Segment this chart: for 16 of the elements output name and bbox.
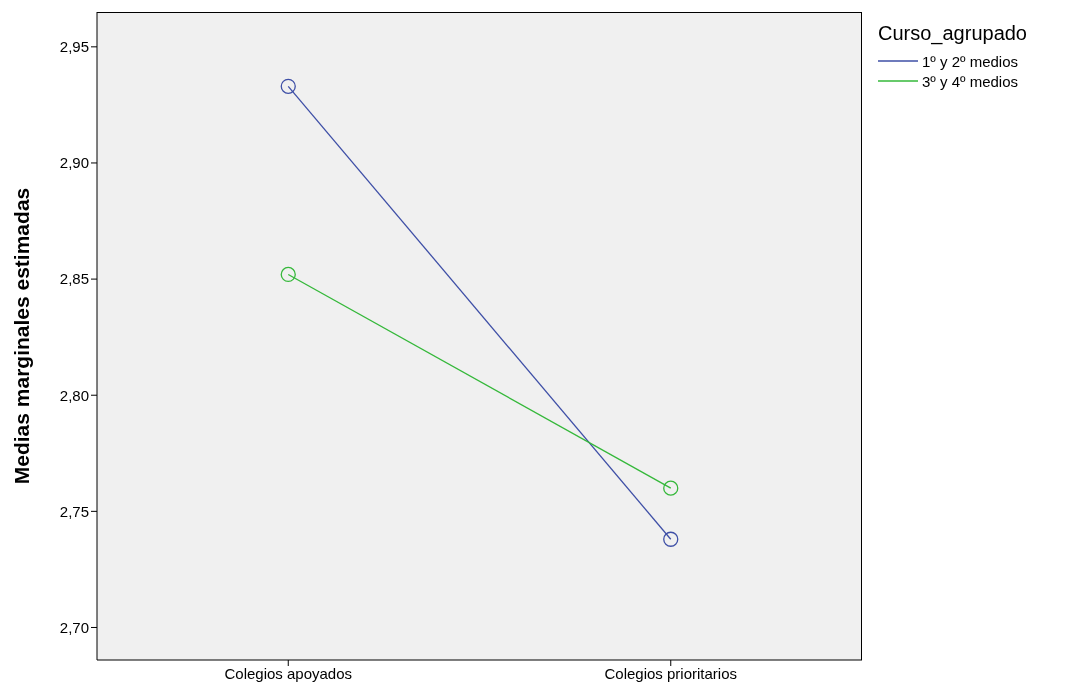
point — [663, 480, 679, 496]
point — [280, 78, 296, 94]
legend-title: Curso_agrupado — [878, 22, 1027, 45]
point — [663, 531, 679, 547]
y-tick-label: 2,95 — [59, 38, 89, 56]
x-tick-label: Colegios apoyados — [224, 664, 353, 682]
y-tick-label: 2,90 — [59, 154, 89, 172]
y-tick-label: 2,70 — [59, 618, 89, 636]
point — [280, 266, 296, 283]
y-tick-label: 2,75 — [59, 502, 89, 520]
x-tick-label: Colegios prioritarios — [604, 664, 738, 682]
y-axis-title: Medias marginales estimadas — [10, 187, 34, 485]
legend-label: 3º y 4º medios — [922, 72, 1018, 90]
y-tick-label: 2,80 — [59, 386, 89, 404]
legend-label: 1º y 2º medios — [922, 52, 1018, 70]
y-tick-label: 2,85 — [59, 270, 89, 288]
